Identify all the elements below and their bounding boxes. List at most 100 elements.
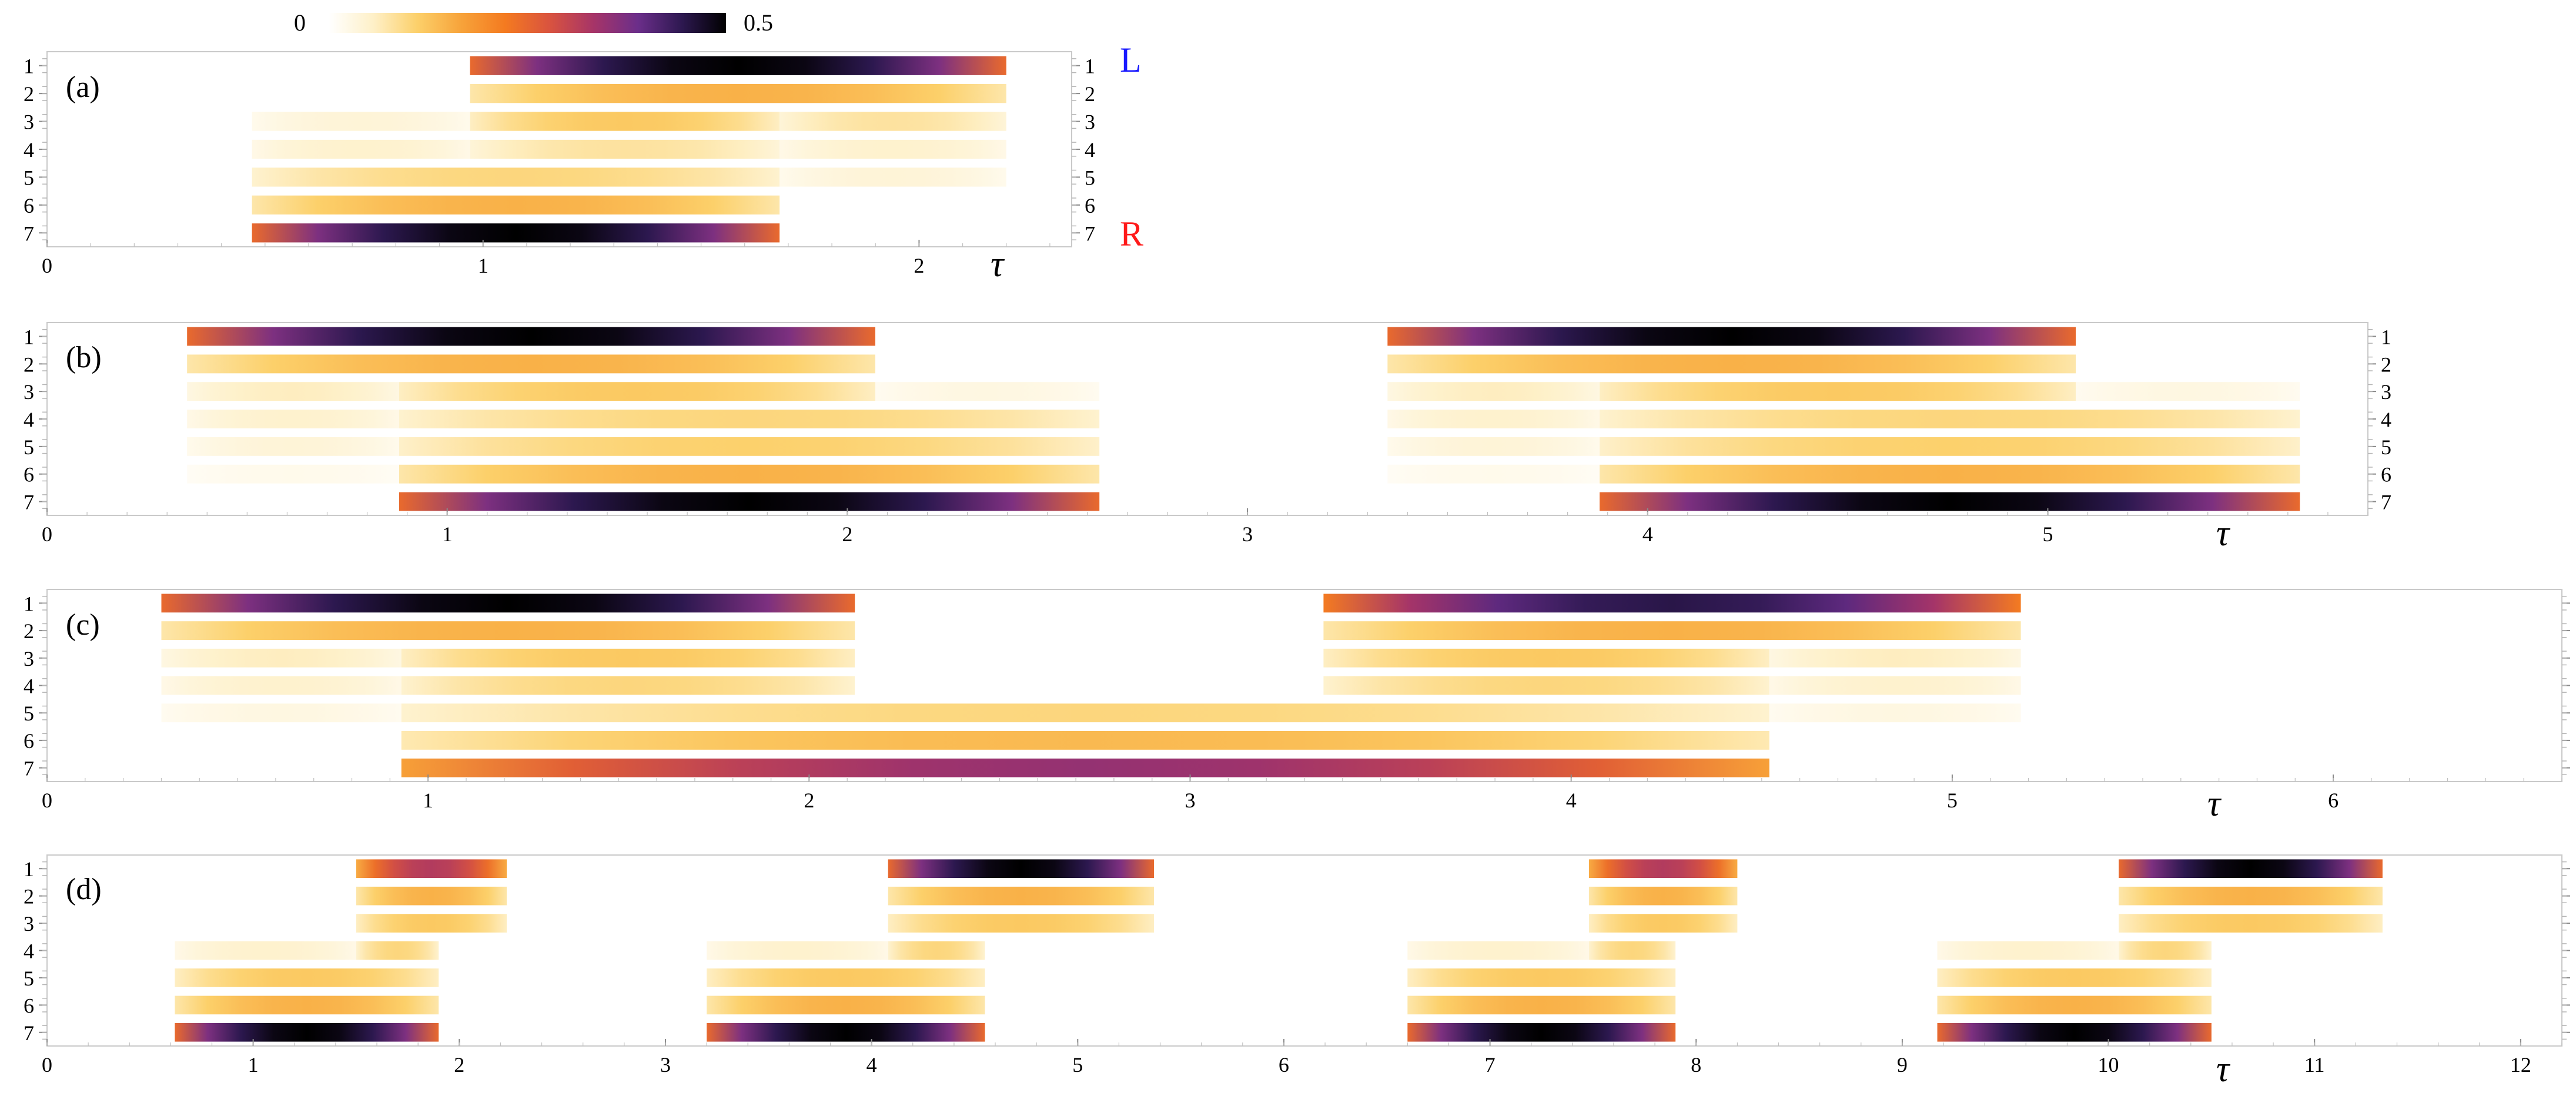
y-tick-label-right: 2 bbox=[2381, 353, 2391, 376]
heat-segment bbox=[399, 492, 1100, 511]
x-tick-label: 1 bbox=[478, 254, 489, 277]
y-tick-label: 2 bbox=[24, 82, 34, 106]
heat-segment bbox=[1387, 437, 1600, 456]
x-tick-label: 5 bbox=[2042, 522, 2053, 546]
heat-segment bbox=[252, 223, 780, 243]
x-tick-label: 2 bbox=[454, 1053, 464, 1077]
y-tick-label: 1 bbox=[24, 55, 34, 78]
heat-segment bbox=[1769, 703, 2021, 723]
heat-segment bbox=[399, 464, 1100, 484]
x-tick-label: 2 bbox=[804, 789, 814, 812]
heat-segment bbox=[1937, 995, 2212, 1015]
x-tick-label: 4 bbox=[1566, 789, 1577, 812]
heat-segment bbox=[356, 859, 507, 878]
heat-segment bbox=[401, 648, 855, 668]
panel-b: 1 12 23 34 45 56 67 70 1 2 3 4 5(b)τ bbox=[24, 322, 2391, 554]
heat-segment bbox=[401, 758, 1769, 777]
heat-segment bbox=[356, 886, 507, 906]
heat-segment bbox=[1600, 492, 2300, 511]
x-tick-label: 5 bbox=[1947, 789, 1958, 812]
heat-segment bbox=[1937, 968, 2212, 987]
x-tick-label: 4 bbox=[1642, 522, 1653, 546]
y-tick-label-right: 7 bbox=[1085, 222, 1095, 245]
heat-segment bbox=[161, 594, 855, 613]
heat-segment bbox=[780, 112, 1006, 131]
heat-segment bbox=[252, 195, 780, 214]
heat-segment bbox=[401, 676, 855, 695]
x-tick-label: 8 bbox=[1691, 1053, 1701, 1077]
y-tick-label: 7 bbox=[24, 757, 34, 780]
y-tick-label: 6 bbox=[24, 463, 34, 487]
heat-segment bbox=[1600, 382, 2076, 401]
heat-segment bbox=[399, 382, 875, 401]
panel-label: (c) bbox=[66, 608, 100, 642]
x-tick-label: 11 bbox=[2304, 1053, 2325, 1077]
x-tick-label: 0 bbox=[42, 522, 52, 546]
y-tick-label: 7 bbox=[24, 491, 34, 514]
y-tick-label-right: 3 bbox=[2381, 380, 2391, 404]
colorbar-gradient bbox=[329, 13, 726, 33]
x-tick-label: 6 bbox=[1279, 1053, 1289, 1077]
heat-segment bbox=[1323, 648, 1769, 668]
heat-segment bbox=[161, 621, 855, 640]
y-tick-label: 5 bbox=[24, 166, 34, 189]
x-tick-label: 7 bbox=[1485, 1053, 1496, 1077]
x-axis-label: τ bbox=[2216, 1050, 2231, 1089]
y-tick-label: 3 bbox=[24, 647, 34, 670]
heat-segment bbox=[2119, 914, 2383, 933]
heat-segment bbox=[161, 648, 402, 668]
x-tick-label: 3 bbox=[1185, 789, 1196, 812]
x-tick-label: 9 bbox=[1897, 1053, 1908, 1077]
heat-segment bbox=[175, 995, 439, 1015]
heat-segment bbox=[1600, 464, 2300, 484]
heat-segment bbox=[1588, 941, 1676, 960]
heat-segment bbox=[1407, 1023, 1676, 1042]
heat-segment bbox=[399, 437, 1100, 456]
x-tick-label: 3 bbox=[1242, 522, 1253, 546]
heat-segment bbox=[401, 731, 1769, 750]
y-tick-label: 3 bbox=[24, 912, 34, 936]
heat-segment bbox=[470, 84, 1006, 103]
heat-segment bbox=[175, 968, 439, 987]
colorbar-min-label: 0 bbox=[294, 9, 306, 36]
heat-segment bbox=[1323, 594, 2021, 613]
x-tick-label: 2 bbox=[842, 522, 852, 546]
right-lead-label: R bbox=[1120, 214, 1143, 253]
y-tick-label: 6 bbox=[24, 194, 34, 217]
heat-segment bbox=[252, 167, 780, 187]
heat-segment bbox=[780, 167, 1006, 187]
y-tick-label: 5 bbox=[24, 702, 34, 725]
heat-segment bbox=[356, 941, 439, 960]
heat-segment bbox=[1937, 1023, 2212, 1042]
y-tick-label-right: 6 bbox=[1085, 194, 1095, 217]
heat-segment bbox=[1769, 676, 2021, 695]
heat-segment bbox=[1600, 410, 2300, 428]
heat-segment bbox=[175, 1023, 439, 1042]
heat-segment bbox=[1387, 382, 1600, 401]
panel-label: (a) bbox=[66, 71, 100, 104]
heat-segment bbox=[187, 410, 399, 428]
y-tick-label: 3 bbox=[24, 110, 34, 134]
heat-segment bbox=[875, 382, 1100, 401]
x-tick-label: 0 bbox=[42, 254, 52, 277]
x-tick-label: 6 bbox=[2328, 789, 2339, 812]
heat-segment bbox=[1937, 941, 2119, 960]
heat-segment bbox=[1323, 621, 2021, 640]
x-axis-label: τ bbox=[991, 244, 1005, 284]
heat-segment bbox=[470, 56, 1006, 75]
panel-a: 1 12 23 34 45 56 67 70 1 2(a)τLR bbox=[24, 41, 1143, 284]
heat-segment bbox=[401, 703, 1769, 723]
y-tick-label: 4 bbox=[24, 675, 34, 698]
x-tick-label: 1 bbox=[248, 1053, 259, 1077]
heat-segment bbox=[707, 941, 888, 960]
x-tick-label: 0 bbox=[42, 789, 52, 812]
heat-segment bbox=[888, 886, 1154, 906]
x-tick-label: 5 bbox=[1072, 1053, 1083, 1077]
y-tick-label: 1 bbox=[24, 592, 34, 615]
y-tick-label: 5 bbox=[24, 967, 34, 990]
heat-segment bbox=[187, 464, 399, 484]
x-tick-label: 1 bbox=[423, 789, 433, 812]
heat-segment bbox=[1387, 354, 2076, 374]
panel-label: (b) bbox=[66, 341, 102, 374]
